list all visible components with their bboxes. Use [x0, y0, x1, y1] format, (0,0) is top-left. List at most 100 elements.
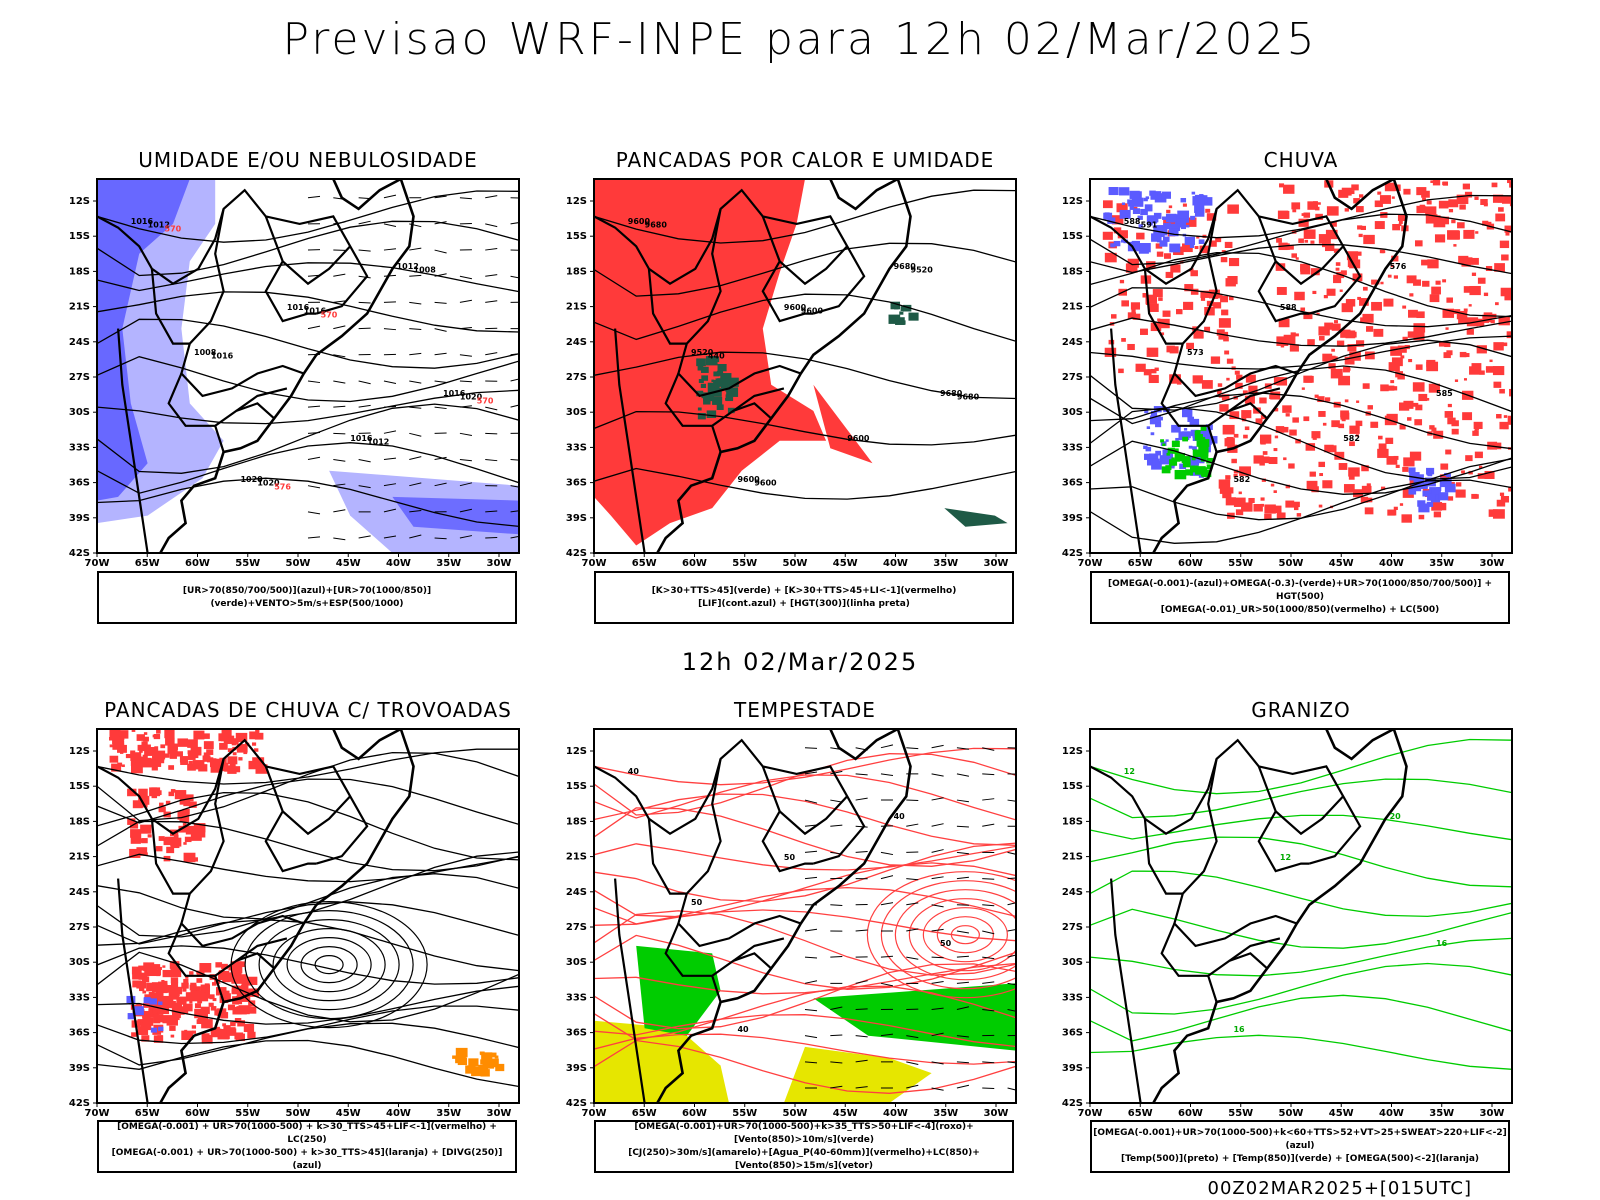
rain-patch — [1221, 394, 1230, 401]
country-border — [1207, 387, 1281, 453]
rain-patch — [1301, 387, 1305, 390]
rain-patch — [1355, 434, 1359, 437]
contour-label: 1016 — [131, 217, 154, 226]
lat-tick-label: 27S — [566, 372, 587, 383]
rain-patch — [1328, 363, 1336, 369]
rain-patch — [1318, 326, 1330, 336]
rain-patch — [1387, 509, 1395, 516]
legend-line: [K>30+TTS>45](verde) + [K>30+TTS>45+LI<-… — [651, 585, 957, 596]
rain-patch — [1201, 380, 1213, 389]
storm-patch — [187, 763, 196, 771]
rain-patch — [1335, 262, 1341, 266]
rain-patch — [1125, 263, 1138, 273]
storm-patch — [109, 755, 119, 763]
lat-tick-label: 33S — [566, 992, 587, 1003]
rain-patch — [1295, 438, 1301, 444]
wind-arrow — [880, 744, 894, 749]
isoline — [1090, 252, 1512, 318]
storm-patch — [240, 984, 249, 991]
rain-patch — [1508, 486, 1512, 492]
lat-tick-label: 24S — [566, 337, 587, 348]
coastline — [159, 729, 415, 1103]
isoline — [97, 748, 519, 785]
storm-patch — [164, 836, 175, 845]
rain-patch — [1338, 463, 1348, 470]
omega-patch — [1188, 445, 1193, 449]
rain-patch — [1318, 504, 1323, 508]
rain-patch — [1413, 402, 1419, 407]
rain-patch — [1495, 302, 1499, 306]
storm-patch — [117, 762, 123, 767]
rain-patch — [1359, 298, 1369, 306]
isoline — [594, 242, 1016, 297]
storm-patch — [190, 988, 197, 993]
rain-patch — [1204, 307, 1215, 316]
rain-patch — [1170, 264, 1181, 273]
wind-arrow — [485, 195, 498, 199]
storm-patch — [196, 970, 205, 977]
rain-patch — [1148, 374, 1159, 384]
wind-arrow — [830, 799, 843, 803]
storm-patch — [213, 758, 217, 761]
wind-arrow — [459, 197, 472, 200]
wind-arrow — [830, 1006, 843, 1010]
rain-patch — [1388, 362, 1400, 372]
isoline — [1090, 994, 1512, 1042]
storm-patch — [223, 1025, 231, 1031]
wind-area — [636, 945, 721, 1036]
wind-arrow — [880, 982, 894, 987]
rain-patch — [1504, 294, 1512, 301]
rain-patch — [1413, 279, 1421, 286]
panel-legend: [K>30+TTS>45](verde) + [K>30+TTS>45+LI<-… — [594, 571, 1014, 624]
storm-patch — [188, 801, 197, 808]
wind-arrow — [409, 301, 422, 305]
wind-arrow — [409, 328, 422, 330]
wind-arrow — [982, 1009, 995, 1012]
storm-patch — [155, 846, 163, 852]
wind-arrow — [906, 1035, 919, 1039]
wind-arrow — [333, 354, 346, 358]
rain-patch — [1285, 413, 1290, 417]
wind-arrow — [333, 483, 346, 487]
lat-tick-label: 18S — [1062, 266, 1083, 277]
rain-patch — [1470, 257, 1479, 265]
rain-patch — [1322, 480, 1333, 489]
rain-patch — [1136, 232, 1145, 240]
rain-patch — [1184, 284, 1194, 292]
storm-patch — [151, 765, 158, 771]
rain-patch — [1151, 368, 1157, 374]
rain-patch — [1200, 290, 1210, 298]
wind-arrow — [510, 404, 519, 408]
storm-patch — [182, 823, 187, 826]
omega-patch — [1183, 428, 1188, 431]
lon-tick-label: 70W — [1078, 558, 1103, 569]
rain-patch — [1157, 318, 1161, 322]
rain-patch — [1283, 457, 1287, 461]
dark-green-patch — [708, 385, 715, 391]
rain-patch — [1303, 311, 1313, 320]
omega-strong-patch — [1174, 452, 1186, 462]
rain-patch — [1432, 179, 1441, 186]
lon-tick-label: 40W — [1379, 558, 1404, 569]
rain-patch — [1318, 336, 1325, 341]
rain-patch — [1289, 344, 1299, 352]
map-frame — [1089, 178, 1513, 554]
omega-strong-patch — [1195, 466, 1206, 475]
rain-patch — [1355, 420, 1363, 427]
rain-patch — [1499, 388, 1505, 394]
rain-patch — [1276, 286, 1287, 295]
rain-patch — [1213, 302, 1222, 309]
storm-patch — [181, 982, 189, 989]
omega-patch — [1131, 197, 1144, 207]
contour-label: 9600 — [628, 217, 651, 226]
wind-arrow — [956, 773, 970, 777]
storm-patch — [152, 969, 161, 976]
storm-patch — [209, 994, 215, 999]
isoline — [594, 793, 1016, 846]
isoline — [594, 410, 1016, 446]
rain-patch — [1474, 451, 1483, 459]
lat-tick-label: 18S — [566, 266, 587, 277]
divg-patch — [128, 1001, 133, 1005]
omega-patch — [1148, 221, 1153, 226]
rain-patch — [1146, 261, 1156, 269]
